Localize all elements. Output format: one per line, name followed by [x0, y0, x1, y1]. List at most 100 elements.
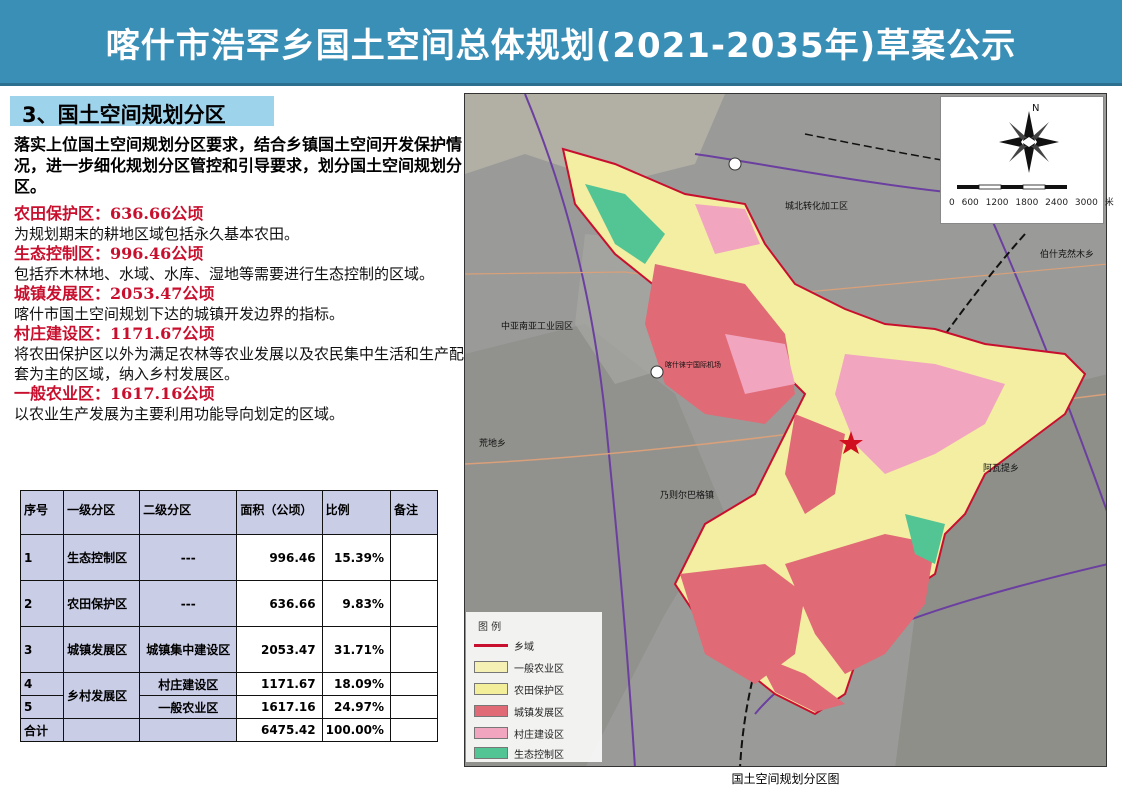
cell-level2: --- [139, 534, 238, 581]
zone-item: 村庄建设区：1171.67公顷 将农田保护区以外为满足农林等农业发展以及农民集中… [14, 324, 464, 384]
zone-item: 生态控制区：996.46公顷 包括乔木林地、水域、水库、湿地等需要进行生态控制的… [14, 244, 464, 284]
urban-development-zone [680, 564, 805, 684]
zone-title: 农田保护区：636.66公顷 [14, 204, 204, 223]
legend-item: 村庄建设区 [474, 724, 604, 741]
scale-bar-segment [957, 185, 979, 189]
zone-desc: 将农田保护区以外为满足农林等农业发展以及农民集中生活和生产配套为主的区域，纳入乡… [14, 345, 465, 383]
zone-title: 生态控制区：996.46公顷 [14, 244, 204, 263]
zone-title: 城镇发展区：2053.47公顷 [14, 284, 215, 303]
legend-swatch-ecological [474, 747, 508, 759]
label-chengbei: 城北转化加工区 [785, 200, 848, 212]
cell-level2: --- [139, 580, 238, 627]
cell-ratio: 24.97% [321, 695, 391, 719]
label-abati: 阿瓦提乡 [983, 463, 1019, 474]
zone-item: 一般农业区：1617.16公顷 以农业生产发展为主要利用功能导向划定的区域。 [14, 384, 464, 424]
urban-development-zone [785, 534, 935, 674]
map-road [694, 153, 966, 195]
map-caption: 国土空间规划分区图 [731, 772, 840, 786]
header-note: 备注 [389, 490, 439, 535]
label-huangdi: 荒地乡 [479, 437, 506, 449]
table-row: 2 农田保护区 --- 636.66 9.83% [19, 580, 439, 627]
urban-development-zone [755, 654, 845, 712]
cell-note [389, 534, 439, 581]
header-area: 面积（公顷） [236, 490, 323, 535]
scale-bar-segment [1001, 185, 1023, 189]
cell-total-label: 合计 [19, 718, 65, 742]
zone-desc: 以农业生产发展为主要利用功能导向划定的区域。 [14, 405, 345, 423]
scale-unit: 米 [1104, 198, 1114, 208]
cell-ratio: 9.83% [321, 580, 391, 627]
compass-nw-arrow [1009, 122, 1027, 139]
village-construction-zone [835, 354, 1005, 474]
cell-note [389, 718, 439, 742]
zone-desc: 为规划期末的耕地区域包括永久基本农田。 [14, 225, 300, 243]
zone-item: 农田保护区：636.66公顷 为规划期末的耕地区域包括永久基本农田。 [14, 204, 464, 244]
legend-item: 生态控制区 [474, 744, 604, 761]
cell-level1: 城镇发展区 [63, 626, 141, 673]
legend-item: 农田保护区 [474, 680, 604, 697]
cell-level1: 农田保护区 [63, 580, 141, 627]
scale-bar-segment [1045, 185, 1067, 189]
cell-empty [139, 718, 238, 742]
intro-paragraph: 落实上位国土空间规划分区要求，结合乡镇国土空间开发保护情况，进一步细化规划分区管… [14, 135, 463, 196]
legend-title: 图 例 [478, 622, 502, 633]
table-row: 5 一般农业区 1617.16 24.97% [19, 695, 439, 719]
cell-note [389, 695, 439, 719]
zone-title: 村庄建设区：1171.67公顷 [14, 324, 215, 343]
cell-level2: 城镇集中建设区 [139, 626, 238, 673]
table-header-row: 序号 一级分区 二级分区 面积（公顷） 比例 备注 [19, 490, 439, 535]
table-row: 1 生态控制区 --- 996.46 15.39% [19, 534, 439, 581]
scale-bar-segment [978, 184, 1002, 190]
cell-no: 3 [19, 626, 65, 673]
legend-label: 乡域 [514, 642, 534, 653]
label-airport: 喀什徕宁国际机场 [665, 360, 721, 369]
cell-total-area: 6475.42 [236, 718, 323, 742]
cell-area: 1617.16 [236, 695, 323, 719]
legend-swatch-farmland [474, 683, 508, 695]
cell-no: 5 [19, 695, 65, 719]
scale-values: 0 600 1200 1800 2400 3000 [949, 198, 1098, 208]
zone-descriptions: 农田保护区：636.66公顷 为规划期末的耕地区域包括永久基本农田。 生态控制区… [14, 204, 464, 424]
compass-west-arrow [999, 136, 1025, 148]
map-road [984, 203, 1106, 512]
cell-note [389, 626, 439, 673]
map-desert-area [465, 94, 725, 184]
cell-ratio: 18.09% [321, 672, 391, 696]
interchange-icon [728, 157, 742, 171]
zone-area-table: 序号 一级分区 二级分区 面积（公顷） 比例 备注 1 生态控制区 --- 99… [19, 490, 439, 742]
cell-empty [63, 718, 141, 742]
header-level1: 一级分区 [63, 490, 141, 535]
urban-development-zone [785, 414, 845, 514]
cell-level1: 生态控制区 [63, 534, 141, 581]
legend-label: 村庄建设区 [514, 730, 564, 741]
township-seat-star-icon [839, 431, 863, 454]
compass-se-arrow [1031, 145, 1049, 162]
village-construction-zone [725, 334, 795, 394]
zone-title: 一般农业区：1617.16公顷 [14, 384, 215, 403]
cell-area: 1171.67 [236, 672, 323, 696]
airport-icon [650, 365, 664, 379]
cell-ratio: 15.39% [321, 534, 391, 581]
compass-ne-arrow [1031, 122, 1049, 139]
cell-area: 2053.47 [236, 626, 323, 673]
label-zhongya: 中亚南亚工业园区 [501, 320, 573, 332]
compass-sw-arrow [1009, 145, 1027, 162]
table-row: 4 乡村发展区 村庄建设区 1171.67 18.09% [19, 672, 439, 719]
scale-bar-segment [1022, 184, 1046, 190]
compass-north-label: N [1032, 103, 1039, 114]
zone-desc: 喀什市国土空间规划下达的城镇开发边界的指标。 [14, 305, 345, 323]
table-row: 3 城镇发展区 城镇集中建设区 2053.47 31.71% [19, 626, 439, 673]
section-title: 3、国土空间规划分区 [22, 103, 226, 127]
label-naizeer: 乃则尔巴格镇 [660, 489, 714, 501]
legend-label: 一般农业区 [514, 664, 564, 675]
cell-area: 636.66 [236, 580, 323, 627]
legend-swatch-village [474, 727, 508, 739]
table-total-row: 合计 6475.42 100.00% [19, 718, 439, 742]
label-boshike: 伯什克然木乡 [1040, 248, 1094, 260]
map-road [524, 94, 636, 766]
section-heading: 3、国土空间规划分区 [10, 96, 274, 127]
header-level2: 二级分区 [139, 490, 238, 535]
cell-no: 4 [19, 672, 65, 696]
page-banner: 喀什市浩罕乡国土空间总体规划(2021-2035年)草案公示 [0, 0, 1122, 86]
cell-note [389, 580, 439, 627]
